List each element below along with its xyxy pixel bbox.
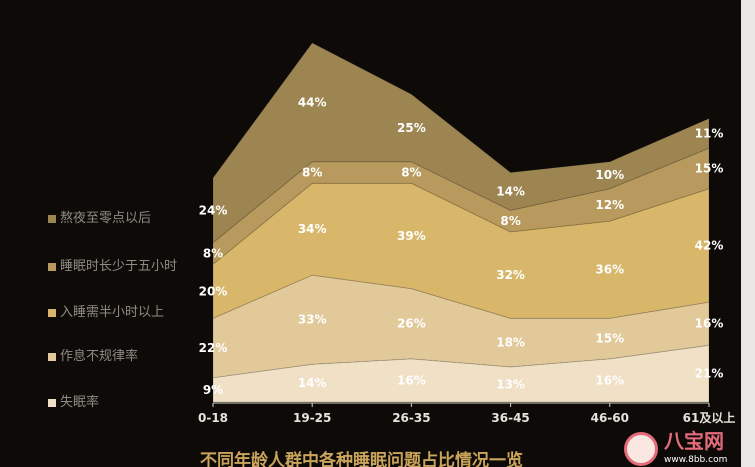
data-label: 13% <box>496 377 525 391</box>
data-label: 8% <box>401 166 421 180</box>
data-label: 18% <box>496 336 525 350</box>
x-tick-label: 36-45 <box>491 411 529 425</box>
legend-swatch <box>48 215 56 223</box>
legend-swatch <box>48 399 56 407</box>
legend-swatch <box>48 353 56 361</box>
data-label: 16% <box>595 373 624 387</box>
data-label: 8% <box>203 247 223 261</box>
data-label: 33% <box>298 313 327 327</box>
data-label: 24% <box>199 203 228 217</box>
data-label: 25% <box>397 121 426 135</box>
data-label: 26% <box>397 317 426 331</box>
data-label: 9% <box>203 383 223 397</box>
legend-label: 失眠率 <box>60 395 100 410</box>
data-label: 20% <box>199 284 228 298</box>
data-label: 16% <box>397 373 426 387</box>
data-label: 32% <box>496 268 525 282</box>
data-label: 12% <box>595 198 624 212</box>
data-label: 21% <box>695 367 724 381</box>
data-label: 15% <box>695 161 724 175</box>
legend-item: 睡眠时长少于五小时 <box>48 258 177 276</box>
legend-item: 失眠率 <box>48 394 99 412</box>
legend-label: 入睡需半小时以上 <box>60 305 165 320</box>
data-label: 11% <box>695 126 724 140</box>
legend-label: 熬夜至零点以后 <box>60 211 152 226</box>
area-4 <box>212 42 710 244</box>
legend-item: 入睡需半小时以上 <box>48 304 164 322</box>
watermark-text: 八宝网 <box>664 429 724 453</box>
chart-title: 不同年龄人群中各种睡眠问题占比情况一览 <box>200 451 523 467</box>
legend-label: 睡眠时长少于五小时 <box>60 259 178 274</box>
x-tick-label: 46-60 <box>591 411 629 425</box>
data-label: 36% <box>595 263 624 277</box>
x-tick-label: 26-35 <box>392 411 430 425</box>
data-label: 15% <box>595 332 624 346</box>
data-label: 39% <box>397 229 426 243</box>
x-tick-label: 0-18 <box>198 411 228 425</box>
legend-swatch <box>48 309 56 317</box>
watermark-url: www.8bb.com <box>664 455 728 465</box>
data-label: 44% <box>298 95 327 109</box>
right-edge <box>741 0 755 467</box>
watermark-logo: 八宝网 www.8bb.com <box>624 430 742 467</box>
x-tick-label: 61及以上 <box>683 410 736 425</box>
baby-face-icon <box>624 432 658 466</box>
data-label: 34% <box>298 222 327 236</box>
data-label: 8% <box>500 214 520 228</box>
data-label: 16% <box>695 317 724 331</box>
data-label: 42% <box>695 238 724 252</box>
legend-swatch <box>48 263 56 271</box>
data-label: 14% <box>496 184 525 198</box>
data-label: 10% <box>595 168 624 182</box>
data-label: 22% <box>199 341 228 355</box>
data-label: 14% <box>298 376 327 390</box>
legend-item: 熬夜至零点以后 <box>48 210 151 228</box>
legend-label: 作息不规律率 <box>60 349 139 364</box>
legend-item: 作息不规律率 <box>48 348 138 366</box>
data-label: 8% <box>302 166 322 180</box>
x-tick-label: 19-25 <box>293 411 331 425</box>
